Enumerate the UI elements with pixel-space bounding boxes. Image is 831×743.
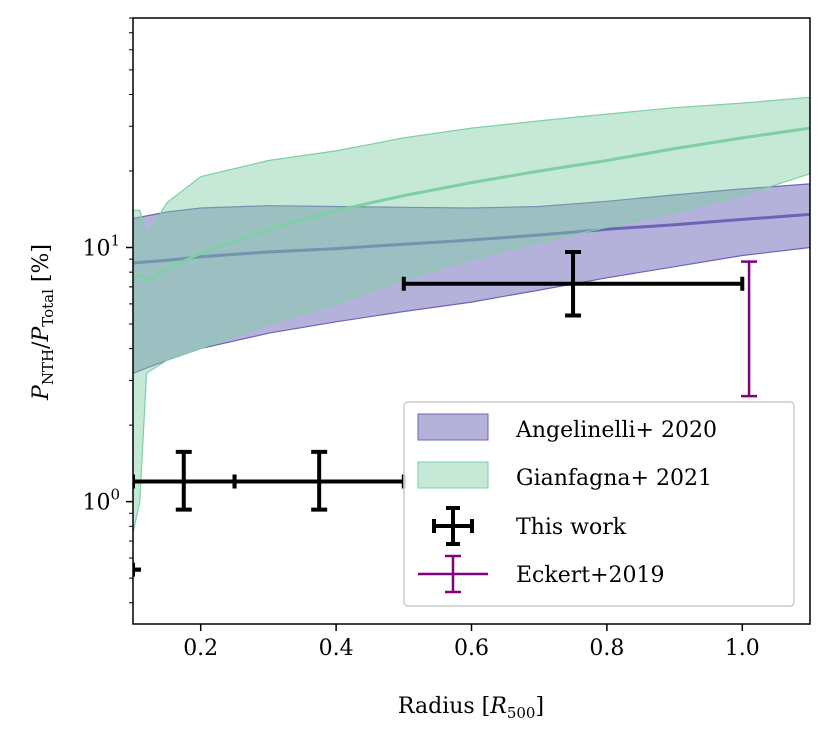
- legend-box: [403, 401, 795, 607]
- bands-layer: [133, 96, 810, 534]
- legend-marker-eckert: [418, 554, 488, 594]
- y-tick-label-1: 101: [82, 232, 120, 262]
- x-tick-label-0.8: 0.8: [589, 636, 624, 661]
- x-tick-label-1.0: 1.0: [725, 636, 760, 661]
- legend-marker-this-work: [432, 506, 474, 546]
- median-gianfagna: [133, 126, 810, 283]
- this-work-point-2: [133, 449, 237, 512]
- eckert-errorbar: [741, 260, 758, 398]
- legend-label-angelinelli: Angelinelli+ 2020: [515, 418, 717, 443]
- x-tick-label-0.6: 0.6: [454, 636, 489, 661]
- ticks-layer: 0.2 0.4 0.6 0.8 1.0 100 101: [82, 17, 760, 661]
- x-axis-label: Radius [R500]: [398, 694, 544, 722]
- y-tick-label-0: 100: [82, 486, 120, 516]
- legend-label-gianfagna: Gianfagna+ 2021: [516, 466, 712, 491]
- legend-swatch-gianfagna: [417, 461, 489, 489]
- this-work-point-4: [401, 250, 745, 318]
- legend-swatch-angelinelli: [417, 413, 489, 441]
- legend-label-this-work: This work: [516, 515, 627, 540]
- band-gianfagna: [133, 96, 810, 534]
- legend-label-eckert: Eckert+2019: [516, 563, 665, 588]
- legend: Angelinelli+ 2020 Gianfagna+ 2021 This w…: [403, 401, 795, 607]
- band-angelinelli: [133, 183, 810, 374]
- x-tick-label-0.2: 0.2: [183, 636, 218, 661]
- x-tick-label-0.4: 0.4: [319, 636, 354, 661]
- this-work-point-1: [133, 562, 141, 577]
- y-axis-label: PNTH/PTotal [%]: [29, 244, 57, 401]
- this-work-point-3: [232, 449, 406, 512]
